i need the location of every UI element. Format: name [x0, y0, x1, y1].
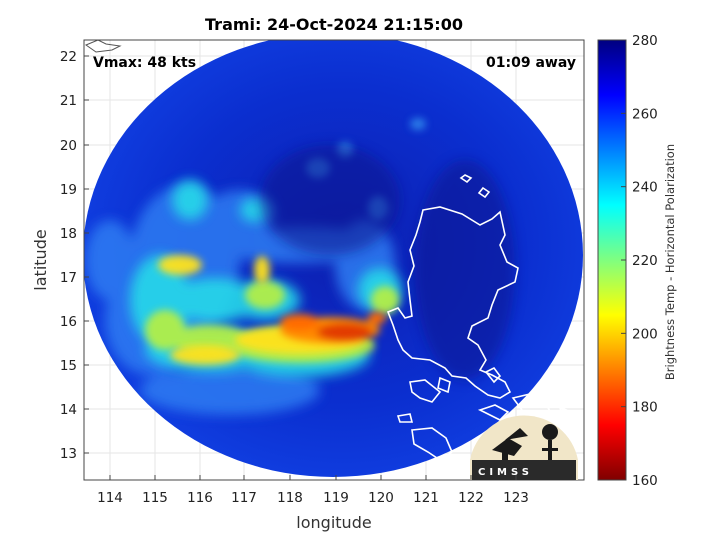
y-tick-label: 14 [60, 402, 77, 418]
x-axis-label: longitude [296, 513, 371, 532]
plot-frame [83, 39, 585, 481]
colorbar-tick-label: 220 [632, 253, 658, 269]
x-tick-label: 120 [368, 490, 394, 506]
y-axis-ticks: 13 14 15 16 17 18 19 20 21 22 [60, 49, 89, 462]
x-tick-label: 123 [503, 490, 529, 506]
page-title: Trami: 24-Oct-2024 21:15:00 [205, 15, 463, 34]
time-away-label: 01:09 away [486, 55, 576, 71]
microwave-swath [84, 40, 583, 477]
y-tick-label: 17 [60, 270, 77, 286]
colorbar-tick-label: 180 [632, 400, 658, 416]
x-tick-label: 121 [413, 490, 439, 506]
logo-text: CIMSS [478, 467, 533, 478]
colorbar-tick-label: 200 [632, 326, 658, 342]
land-outline [84, 40, 584, 461]
x-tick-label: 114 [97, 490, 123, 506]
colorbar-ticks: 160 180 200 220 240 260 280 [621, 33, 658, 489]
y-tick-label: 13 [60, 446, 77, 462]
colorbar-tick-label: 160 [632, 473, 658, 489]
x-tick-label: 119 [323, 490, 349, 506]
x-tick-label: 115 [142, 490, 168, 506]
y-tick-label: 21 [60, 93, 77, 109]
y-tick-label: 19 [60, 182, 77, 198]
vmax-label: Vmax: 48 kts [93, 55, 196, 71]
y-tick-label: 18 [60, 226, 77, 242]
x-tick-label: 118 [277, 490, 303, 506]
x-axis-ticks: 114 115 116 117 118 119 120 121 122 123 [97, 475, 529, 506]
x-tick-label: 122 [458, 490, 484, 506]
x-tick-label: 117 [231, 490, 257, 506]
y-tick-label: 16 [60, 314, 77, 330]
cimss-logo: CIMSS [470, 415, 578, 480]
x-tick-label: 116 [187, 490, 213, 506]
y-tick-label: 15 [60, 358, 77, 374]
y-tick-label: 20 [60, 138, 77, 154]
colorbar-label: Brightness Temp - Horizontal Polarizatio… [663, 144, 677, 380]
colorbar-tick-label: 280 [632, 33, 658, 49]
colorbar-tick-label: 260 [632, 106, 658, 122]
y-axis-label: latitude [31, 229, 50, 290]
y-tick-label: 22 [60, 49, 77, 65]
colorbar-tick-label: 240 [632, 180, 658, 196]
